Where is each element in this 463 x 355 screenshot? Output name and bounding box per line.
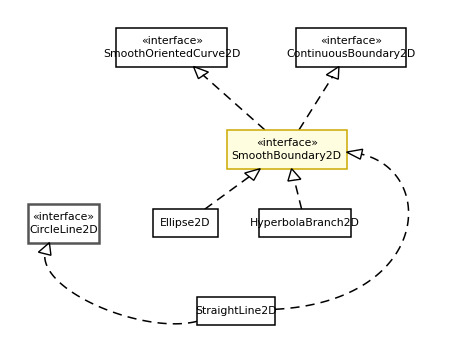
FancyBboxPatch shape	[197, 297, 275, 326]
Text: Ellipse2D: Ellipse2D	[160, 218, 211, 228]
Text: «interface»
SmoothOrientedCurve2D: «interface» SmoothOrientedCurve2D	[103, 36, 240, 59]
FancyBboxPatch shape	[153, 209, 218, 237]
Text: HyperbolaBranch2D: HyperbolaBranch2D	[250, 218, 360, 228]
Text: «interface»
CircleLine2D: «interface» CircleLine2D	[29, 212, 98, 235]
FancyBboxPatch shape	[296, 28, 407, 66]
FancyBboxPatch shape	[259, 209, 351, 237]
Text: «interface»
SmoothBoundary2D: «interface» SmoothBoundary2D	[232, 138, 342, 161]
Text: «interface»
ContinuousBoundary2D: «interface» ContinuousBoundary2D	[287, 36, 416, 59]
FancyBboxPatch shape	[116, 28, 227, 66]
Text: StraightLine2D: StraightLine2D	[195, 306, 277, 316]
FancyBboxPatch shape	[28, 204, 99, 243]
FancyBboxPatch shape	[227, 130, 347, 169]
